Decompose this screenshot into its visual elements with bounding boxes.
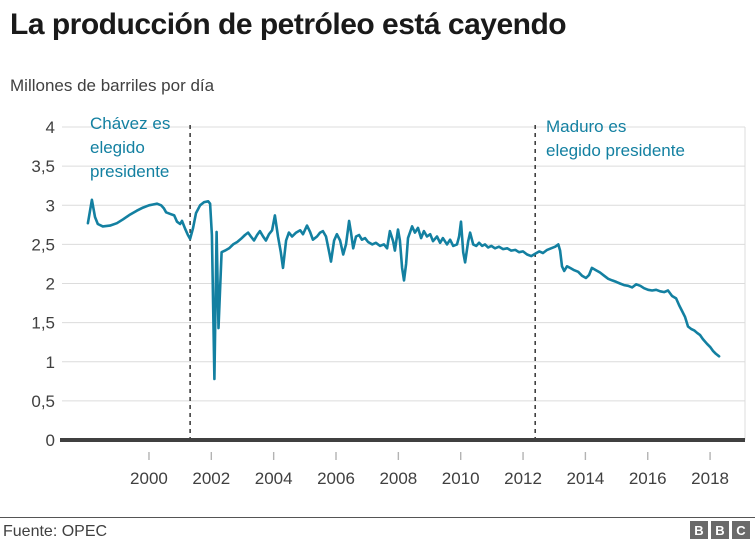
y-tick-label: 1	[46, 353, 55, 372]
chart-subtitle: Millones de barriles por día	[10, 76, 215, 95]
annotation-chavez: Chávez es elegido presidente	[90, 112, 170, 184]
y-tick-label: 3,5	[31, 157, 55, 176]
annotation-line: presidente	[90, 162, 170, 181]
x-tick-label: 2008	[379, 469, 417, 488]
x-tick-label: 2000	[130, 469, 168, 488]
bbc-logo-box: B	[711, 521, 729, 539]
y-tick-label: 2,5	[31, 235, 55, 254]
x-tick-label: 2018	[691, 469, 729, 488]
bbc-logo: B B C	[690, 521, 750, 539]
x-tick-label: 2002	[192, 469, 230, 488]
production-line-series	[86, 198, 721, 381]
x-tick-label: 2016	[629, 469, 667, 488]
y-tick-label: 2	[46, 275, 55, 294]
y-tick-label: 0	[46, 431, 55, 450]
source-label: Fuente: OPEC	[3, 523, 108, 540]
annotation-line: Maduro es	[546, 117, 627, 136]
line-chart-canvas: 0 0,5 1 1,5 2 2,5 3 3,5 4 2000 2002 2004 2006 2008 201…	[31, 118, 746, 488]
y-tick-label: 1,5	[31, 314, 55, 333]
annotation-line: elegido	[90, 138, 145, 157]
bbc-logo-box: B	[690, 521, 708, 539]
x-tick-label: 2006	[317, 469, 355, 488]
annotation-line: elegido presidente	[546, 141, 685, 160]
y-tick-label: 0,5	[31, 392, 55, 411]
y-tick-label: 3	[46, 196, 55, 215]
bbc-logo-box: C	[732, 521, 750, 539]
x-tick-label: 2004	[255, 469, 293, 488]
chart-title: La producción de petróleo está cayendo	[10, 8, 567, 41]
x-tick-label: 2014	[566, 469, 604, 488]
footer-divider	[0, 517, 755, 518]
x-tick-label: 2012	[504, 469, 542, 488]
y-tick-label: 4	[46, 118, 55, 137]
x-tick-label: 2010	[442, 469, 480, 488]
annotation-maduro: Maduro es elegido presidente	[546, 115, 685, 163]
annotation-line: Chávez es	[90, 114, 171, 133]
